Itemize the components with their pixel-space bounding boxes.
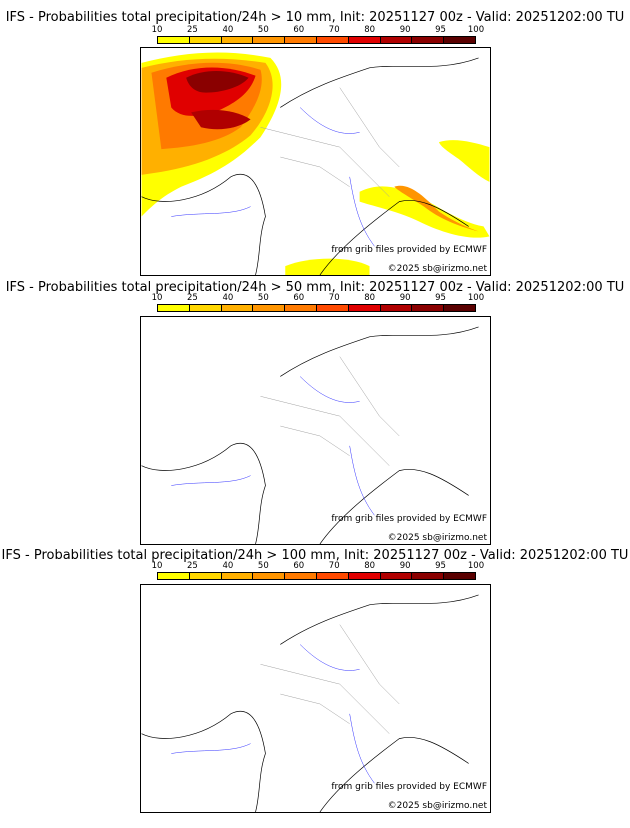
panel-3-credit-source: from grib files provided by ECMWF <box>331 782 487 792</box>
panel-2-credit-source: from grib files provided by ECMWF <box>331 514 487 524</box>
panel-3-map-svg <box>141 594 479 812</box>
panel-1-map-svg <box>141 52 490 275</box>
panel-3-title: IFS - Probabilities total precipitation/… <box>1 548 629 563</box>
colorbar-swatch <box>285 37 317 43</box>
colorbar-swatch <box>348 573 381 579</box>
colorbar-swatch <box>316 37 349 43</box>
colorbar-tick-label: 60 <box>293 561 305 571</box>
borders <box>260 87 400 197</box>
panel-2-colorbar-ticks: 10 25 40 50 60 70 80 90 95 100 <box>152 293 485 303</box>
colorbar-tick-label: 100 <box>467 293 485 303</box>
colorbar-swatch <box>253 37 286 43</box>
colorbar-swatch <box>380 305 413 311</box>
colorbar-swatch <box>158 573 190 579</box>
coastlines <box>141 594 479 812</box>
colorbar-swatch <box>189 37 222 43</box>
colorbar-swatch <box>221 573 254 579</box>
colorbar-tick-label: 95 <box>435 293 446 303</box>
panel-2-map-svg <box>141 326 479 544</box>
colorbar-swatch <box>158 37 190 43</box>
colorbar-swatch <box>412 305 445 311</box>
panel-2-map: from grib files provided by ECMWF ©2025 … <box>140 316 491 545</box>
panel-3-colorbar <box>157 572 476 580</box>
colorbar-swatch <box>412 573 445 579</box>
colorbar-swatch <box>348 305 381 311</box>
colorbar-tick-label: 100 <box>467 25 485 35</box>
colorbar-tick-label: 70 <box>328 25 340 35</box>
colorbar-tick-label: 25 <box>187 293 198 303</box>
panel-1-credit-source: from grib files provided by ECMWF <box>331 245 487 255</box>
panel-2-title: IFS - Probabilities total precipitation/… <box>5 280 625 295</box>
colorbar-swatch <box>189 573 222 579</box>
colorbar-tick-label: 80 <box>364 293 376 303</box>
colorbar-swatch <box>221 305 254 311</box>
colorbar-tick-label: 10 <box>151 561 163 571</box>
rivers <box>171 644 375 784</box>
precip-probability-field <box>141 52 490 275</box>
panel-3-map: from grib files provided by ECMWF ©2025 … <box>140 584 491 813</box>
colorbar-tick-label: 50 <box>257 561 269 571</box>
colorbar-tick-label: 60 <box>293 293 305 303</box>
panel-2-credit-copyright: ©2025 sb@irizmo.net <box>387 533 487 543</box>
colorbar-swatch <box>444 573 475 579</box>
colorbar-tick-label: 80 <box>364 25 376 35</box>
colorbar-swatch <box>380 37 413 43</box>
colorbar-tick-label: 90 <box>399 25 411 35</box>
colorbar-swatch <box>444 305 475 311</box>
colorbar-swatch <box>285 305 317 311</box>
colorbar-swatch <box>158 305 190 311</box>
colorbar-tick-label: 25 <box>187 25 198 35</box>
colorbar-tick-label: 60 <box>293 25 305 35</box>
panel-1-colorbar-ticks: 10 25 40 50 60 70 80 90 95 100 <box>152 25 485 35</box>
borders <box>260 356 400 466</box>
rivers <box>171 376 375 516</box>
panel-1-map: from grib files provided by ECMWF ©2025 … <box>140 47 491 276</box>
colorbar-tick-label: 10 <box>151 25 163 35</box>
colorbar-tick-label: 70 <box>328 293 340 303</box>
colorbar-swatch <box>348 37 381 43</box>
colorbar-tick-label: 25 <box>187 561 198 571</box>
borders <box>260 624 400 734</box>
panel-2-colorbar <box>157 304 476 312</box>
colorbar-swatch <box>412 37 445 43</box>
coastlines <box>141 326 479 544</box>
colorbar-tick-label: 80 <box>364 561 376 571</box>
colorbar-tick-label: 50 <box>257 25 269 35</box>
colorbar-tick-label: 95 <box>435 561 446 571</box>
colorbar-tick-label: 40 <box>222 25 234 35</box>
colorbar-swatch <box>380 573 413 579</box>
colorbar-swatch <box>285 573 317 579</box>
colorbar-swatch <box>253 573 286 579</box>
colorbar-tick-label: 50 <box>257 293 269 303</box>
rivers <box>171 107 375 247</box>
colorbar-swatch <box>316 305 349 311</box>
colorbar-tick-label: 70 <box>328 561 340 571</box>
panel-1-title: IFS - Probabilities total precipitation/… <box>5 10 625 25</box>
colorbar-tick-label: 40 <box>222 293 234 303</box>
colorbar-tick-label: 100 <box>467 561 485 571</box>
colorbar-swatch <box>189 305 222 311</box>
panel-1-credit-copyright: ©2025 sb@irizmo.net <box>387 264 487 274</box>
colorbar-swatch <box>221 37 254 43</box>
panel-1-colorbar <box>157 36 476 44</box>
panel-3-credit-copyright: ©2025 sb@irizmo.net <box>387 801 487 811</box>
colorbar-swatch <box>253 305 286 311</box>
colorbar-swatch <box>316 573 349 579</box>
colorbar-tick-label: 90 <box>399 561 411 571</box>
colorbar-tick-label: 95 <box>435 25 446 35</box>
colorbar-tick-label: 90 <box>399 293 411 303</box>
colorbar-tick-label: 10 <box>151 293 163 303</box>
colorbar-swatch <box>444 37 475 43</box>
coastlines <box>141 57 479 275</box>
panel-3-colorbar-ticks: 10 25 40 50 60 70 80 90 95 100 <box>152 561 485 571</box>
colorbar-tick-label: 40 <box>222 561 234 571</box>
